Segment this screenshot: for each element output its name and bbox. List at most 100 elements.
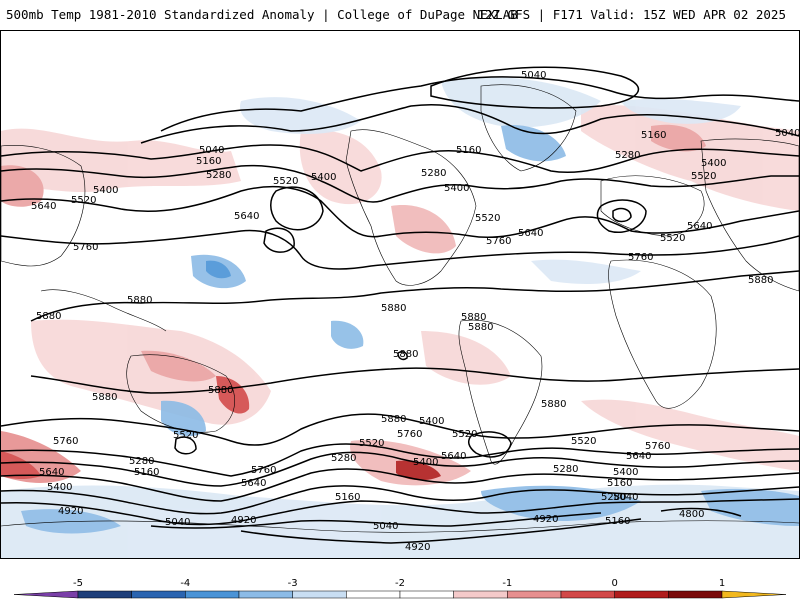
map-canvas: 5040 5160 5040 5160 5280 5520 5400 5400 … [1,66,799,558]
warm-anomaly [391,205,456,254]
contour-label: 5880 [127,295,152,306]
contour-5640-south [1,443,799,477]
contour-label: 5400 [93,185,118,196]
legend-swatch [77,590,132,599]
contour-5040-south [150,512,602,529]
contour-4920-south [240,518,642,544]
contour-4800-south [660,507,742,517]
contour-5280-north [140,103,799,144]
legend-tick-label: -2 [395,578,405,589]
contour-label: 5160 [335,492,360,503]
contour-label: 5160 [641,130,666,141]
contour-label: 5280 [206,170,231,181]
contour-label: 5520 [71,195,96,206]
cold-anomaly [240,97,361,134]
legend-tick-label: 0 [611,578,617,589]
legend-tick-label: -3 [288,578,298,589]
legend-canvas: -5-4-3-2-1012345 [13,578,787,599]
cold-anomaly [501,125,566,162]
contour-label: 5160 [605,516,630,527]
cold-anomaly [701,488,799,526]
contour-label: 5880 [92,392,117,403]
north-america-coast [345,129,477,286]
legend-swatch [185,590,240,599]
contour-label: 5280 [331,453,356,464]
warm-anomaly [581,399,799,471]
contour-label: 5160 [196,156,221,167]
contour-5640-north [1,185,799,239]
contour-label: 5640 [626,451,651,462]
africa-coast [608,259,717,409]
cold-anomaly [1,484,799,558]
contour-label: 5040 [775,128,799,139]
legend-swatch [507,590,562,599]
closed-low-atlantic [596,199,647,233]
contour-label: 5880 [393,349,418,360]
legend-swatch [668,590,723,599]
contour-label: 5880 [468,322,493,333]
legend-swatch [292,590,347,599]
model-run-valid-time: 12Z GFS | F171 Valid: 15Z WED APR 02 202… [477,7,786,22]
cold-anomaly [531,259,641,284]
legend-swatch [453,590,508,599]
closed-high-small [397,351,408,361]
warm-anomaly [216,376,250,414]
contour-label: 5880 [748,275,773,286]
contour-label: 5760 [397,429,422,440]
contour-label: 5760 [486,236,511,247]
legend-swatch [346,590,401,599]
contour-5400-north [1,144,799,174]
legend-swatch [560,590,615,599]
europe-coast [600,175,705,237]
legend-tick-label: -5 [73,578,83,589]
contour-label: 5400 [444,183,469,194]
contour-label: 5400 [701,158,726,169]
contour-label: 5640 [441,451,466,462]
warm-anomaly [651,124,706,152]
cold-anomaly [481,485,641,521]
contour-label: 5640 [234,211,259,222]
legend-tick-label: -4 [180,578,190,589]
legend-ticks: -5-4-3-2-1012345 [73,578,725,589]
cold-anomaly [331,320,364,349]
contour-label: 5760 [628,252,653,263]
legend-swatch [131,590,186,599]
asia-coast [700,138,799,292]
contour-5760-south [1,413,799,446]
contour-label: 5520 [452,429,477,440]
antarctica-coast [1,520,799,533]
contour-5760-north [1,229,799,270]
coastlines [1,84,799,533]
maritime-islands [40,289,167,332]
warm-anomaly-shading [1,105,799,486]
contour-5520-north [1,164,799,203]
contour-5040-north [430,66,640,109]
contour-label: 5400 [613,467,638,478]
contour-5280-south [1,485,799,515]
legend-extend-low [13,590,79,599]
contour-label: 5160 [134,467,159,478]
contour-label: 5880 [461,312,486,323]
weather-map: 5040 5160 5040 5160 5280 5520 5400 5400 … [0,30,800,559]
contour-label: 5640 [241,478,266,489]
contour-label: 4800 [679,509,704,520]
contour-labels: 5040 5160 5040 5160 5280 5520 5400 5400 … [31,70,799,553]
legend-tick-label: -1 [502,578,512,589]
warm-anomaly [31,319,271,425]
contour-label: 5520 [571,436,596,447]
contour-label: 5280 [421,168,446,179]
contour-label: 5880 [541,399,566,410]
legend-swatch [399,590,454,599]
legend-swatch [614,590,669,599]
contour-label: 5040 [613,492,638,503]
australia-coast [126,354,235,433]
contour-5160-north [160,76,799,132]
warm-anomaly [1,165,44,207]
closed-low-south-indian [174,436,197,455]
contour-label: 5160 [607,478,632,489]
greenland-coast [480,84,577,172]
contour-label: 5400 [311,172,336,183]
contour-5160-south [1,498,799,526]
warm-anomaly [1,451,41,480]
contour-label: 5760 [251,465,276,476]
